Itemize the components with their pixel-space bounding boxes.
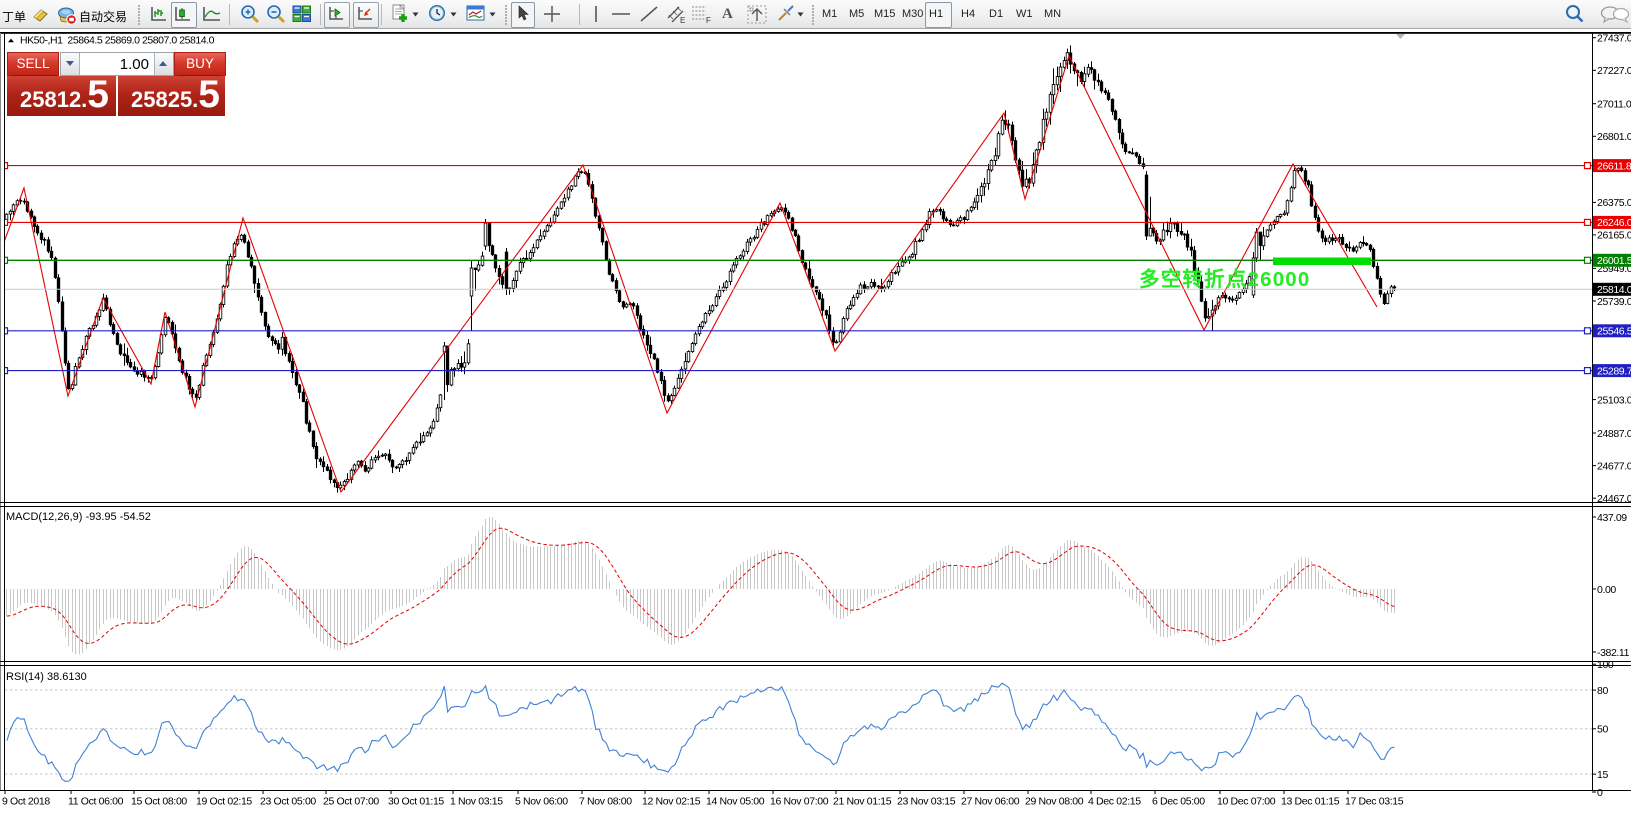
- svg-text:13 Dec 01:15: 13 Dec 01:15: [1281, 796, 1340, 808]
- svg-text:26375.0: 26375.0: [1597, 197, 1631, 209]
- svg-text:23 Nov 03:15: 23 Nov 03:15: [897, 796, 956, 808]
- svg-text:16 Nov 07:00: 16 Nov 07:00: [770, 796, 829, 808]
- svg-text:24467.0: 24467.0: [1597, 493, 1631, 505]
- svg-text:5 Nov 06:00: 5 Nov 06:00: [515, 796, 568, 808]
- svg-text:24677.0: 24677.0: [1597, 460, 1631, 472]
- svg-text:26611.8: 26611.8: [1597, 160, 1631, 172]
- svg-text:4 Dec 02:15: 4 Dec 02:15: [1088, 796, 1141, 808]
- svg-text:29 Nov 08:00: 29 Nov 08:00: [1025, 796, 1084, 808]
- svg-text:6 Dec 05:00: 6 Dec 05:00: [1152, 796, 1205, 808]
- svg-text:26246.0: 26246.0: [1597, 217, 1631, 229]
- svg-text:437.09: 437.09: [1597, 512, 1627, 524]
- svg-text:30 Oct 01:15: 30 Oct 01:15: [388, 796, 444, 808]
- svg-text:25 Oct 07:00: 25 Oct 07:00: [323, 796, 379, 808]
- svg-text:17 Dec 03:15: 17 Dec 03:15: [1345, 796, 1404, 808]
- svg-text:9 Oct 2018: 9 Oct 2018: [2, 796, 50, 808]
- svg-text:0: 0: [1597, 787, 1603, 799]
- svg-text:26801.0: 26801.0: [1597, 131, 1631, 143]
- svg-text:27437.0: 27437.0: [1597, 33, 1631, 45]
- svg-text:E: E: [680, 16, 685, 25]
- svg-text:15: 15: [1597, 769, 1608, 781]
- svg-text:25103.0: 25103.0: [1597, 394, 1631, 406]
- svg-text:RSI(14) 38.6130: RSI(14) 38.6130: [6, 671, 87, 683]
- svg-text:11 Oct 06:00: 11 Oct 06:00: [68, 796, 124, 808]
- svg-text:19 Oct 02:15: 19 Oct 02:15: [196, 796, 252, 808]
- svg-text:25546.5: 25546.5: [1597, 326, 1631, 338]
- svg-text:12 Nov 02:15: 12 Nov 02:15: [642, 796, 701, 808]
- svg-text:27011.0: 27011.0: [1597, 99, 1631, 111]
- svg-text:80: 80: [1597, 685, 1608, 697]
- svg-text:7 Nov 08:00: 7 Nov 08:00: [579, 796, 632, 808]
- svg-text:26165.0: 26165.0: [1597, 230, 1631, 242]
- svg-text:HK50-,H1 25864.5 25869.0 2580: HK50-,H1 25864.5 25869.0 25807.0 25814.0: [20, 35, 215, 47]
- svg-text:15 Oct 08:00: 15 Oct 08:00: [131, 796, 187, 808]
- svg-text:25739.0: 25739.0: [1597, 296, 1631, 308]
- svg-text:21 Nov 01:15: 21 Nov 01:15: [833, 796, 892, 808]
- svg-text:14 Nov 05:00: 14 Nov 05:00: [706, 796, 765, 808]
- svg-text:50: 50: [1597, 724, 1608, 736]
- svg-text:10 Dec 07:00: 10 Dec 07:00: [1217, 796, 1276, 808]
- svg-text:-382.11: -382.11: [1597, 647, 1630, 659]
- svg-text:26001.5: 26001.5: [1597, 255, 1631, 267]
- svg-text:MACD(12,26,9) -93.95 -54.52: MACD(12,26,9) -93.95 -54.52: [6, 511, 151, 523]
- svg-text:25814.0: 25814.0: [1597, 284, 1631, 296]
- svg-text:23 Oct 05:00: 23 Oct 05:00: [260, 796, 316, 808]
- svg-text:1 Nov 03:15: 1 Nov 03:15: [450, 796, 503, 808]
- svg-text:0.00: 0.00: [1597, 584, 1616, 596]
- svg-text:25289.7: 25289.7: [1597, 365, 1631, 377]
- svg-text:24887.0: 24887.0: [1597, 428, 1631, 440]
- svg-text:多空转折点26000: 多空转折点26000: [1139, 267, 1311, 291]
- svg-text:27227.0: 27227.0: [1597, 65, 1631, 77]
- svg-text:27 Nov 06:00: 27 Nov 06:00: [961, 796, 1020, 808]
- svg-text:F: F: [706, 16, 711, 25]
